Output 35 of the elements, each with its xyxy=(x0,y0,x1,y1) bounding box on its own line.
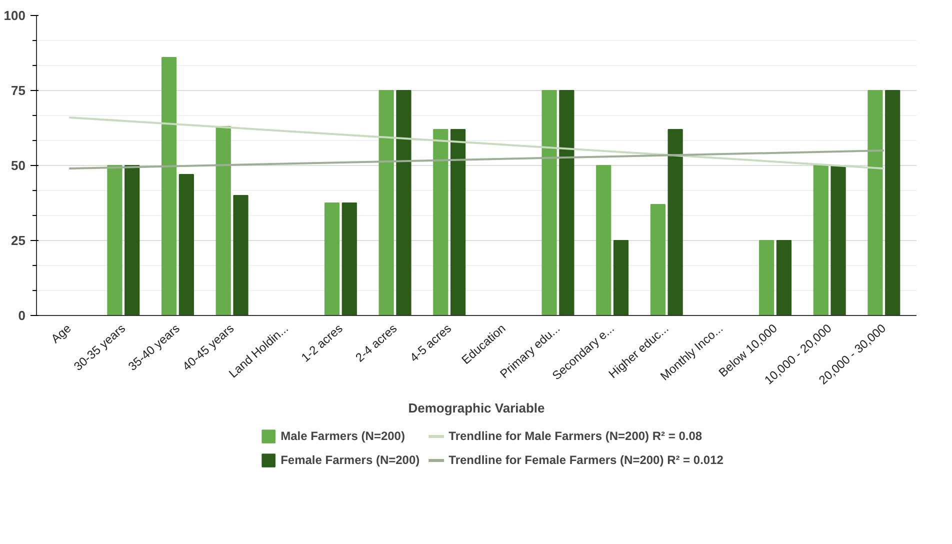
x-axis-title: Demographic Variable xyxy=(408,400,545,416)
bar xyxy=(613,240,629,316)
y-tick-label: 100 xyxy=(4,8,26,23)
bar xyxy=(813,165,828,316)
bar xyxy=(178,174,194,316)
bar xyxy=(668,129,683,316)
legend-label: Trendline for Female Farmers (N=200) R² = 0.012 xyxy=(448,453,724,467)
bar xyxy=(885,90,900,316)
y-tick-label: 25 xyxy=(11,233,26,248)
bar xyxy=(596,165,612,316)
legend-label: Male Farmers (N=200) xyxy=(280,429,405,443)
bar xyxy=(396,90,412,316)
legend-label: Trendline for Male Farmers (N=200) R² = 0.08 xyxy=(448,429,702,443)
bar xyxy=(107,165,122,316)
bar xyxy=(559,90,574,316)
y-tick-label: 75 xyxy=(11,83,26,98)
bar xyxy=(776,240,792,316)
y-tick-label: 50 xyxy=(11,158,26,173)
legend-label: Female Farmers (N=200) xyxy=(280,453,420,467)
bar xyxy=(378,90,394,316)
bar xyxy=(830,165,846,316)
x-tick-label: Age xyxy=(48,321,74,346)
bar xyxy=(542,90,557,316)
bar xyxy=(650,204,666,316)
bar xyxy=(161,57,177,316)
bar xyxy=(759,240,774,316)
bar xyxy=(233,195,248,316)
bar xyxy=(124,165,140,316)
bar xyxy=(433,129,448,316)
bar xyxy=(450,129,466,316)
bar xyxy=(868,90,883,316)
bar xyxy=(342,202,357,316)
bar xyxy=(216,126,231,316)
y-tick-label: 0 xyxy=(18,308,26,323)
bar xyxy=(324,202,340,316)
